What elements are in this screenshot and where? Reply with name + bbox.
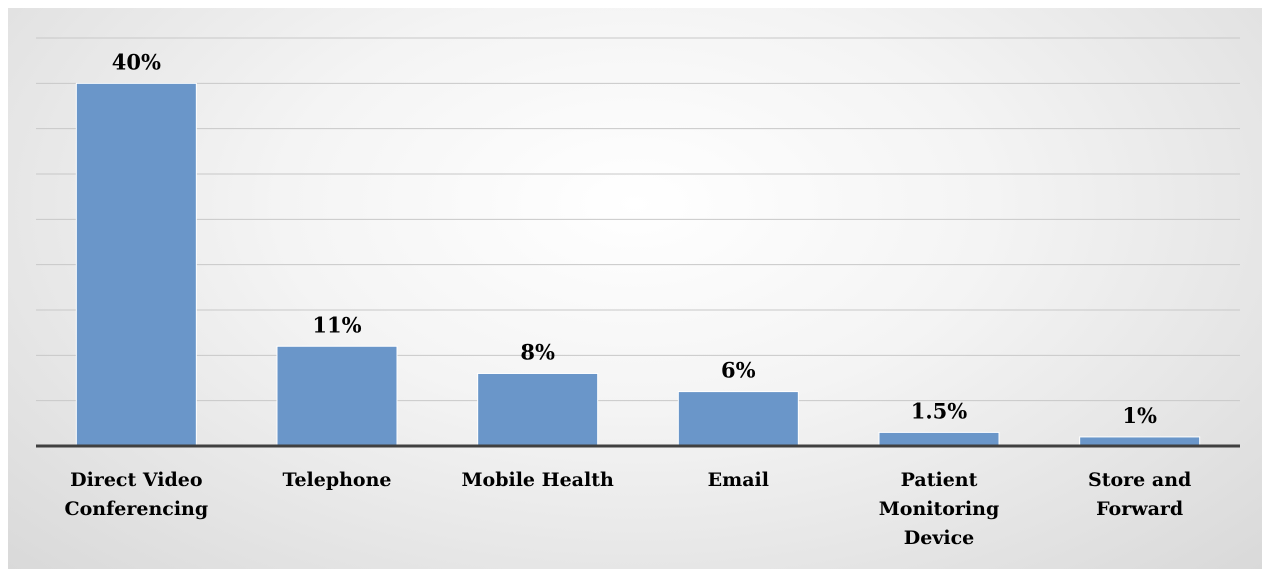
value-label: 6% — [721, 358, 756, 383]
x-tick-label: Direct Video Conferencing — [64, 469, 209, 520]
bar — [878, 431, 1000, 447]
x-tick-label: Telephone — [282, 469, 392, 491]
x-tick-label: Store and Forward — [1088, 469, 1192, 520]
x-tick-label: Patient Monitoring Device — [878, 469, 1000, 549]
bar — [677, 391, 799, 447]
value-label: 11% — [312, 312, 361, 337]
chart-frame — [8, 8, 1262, 569]
value-label: 1.5% — [911, 398, 968, 423]
x-tick-label: Mobile Health — [461, 469, 614, 491]
x-tick-label: Email — [707, 469, 769, 491]
value-label: 1% — [1122, 403, 1157, 428]
bar — [75, 82, 197, 447]
value-label: 40% — [112, 49, 161, 74]
bar — [477, 372, 599, 447]
bar — [276, 345, 398, 447]
value-label: 8% — [520, 339, 555, 364]
